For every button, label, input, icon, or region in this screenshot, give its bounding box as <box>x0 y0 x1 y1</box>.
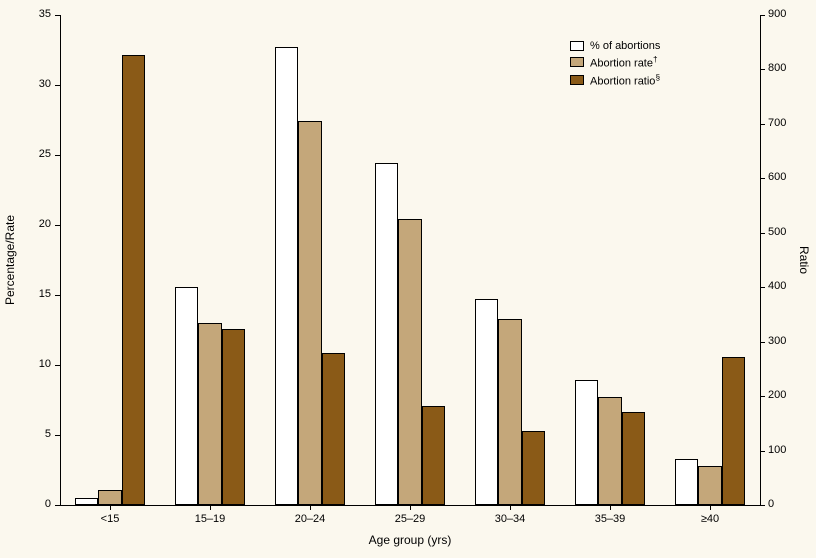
legend-label: % of abortions <box>590 40 660 52</box>
y-right-tick-label: 0 <box>768 498 798 510</box>
y-right-tick-label: 500 <box>768 226 798 238</box>
bar-abortion_ratio <box>422 406 445 505</box>
y-left-tick-label: 25 <box>21 148 51 160</box>
y-right-axis-title: Ratio <box>797 246 811 274</box>
bar-abortion_rate <box>198 323 221 505</box>
y-left-tick-label: 35 <box>21 8 51 20</box>
legend-swatch <box>570 41 584 51</box>
bar-abortion_ratio <box>222 329 245 505</box>
y-right-tick-label: 400 <box>768 280 798 292</box>
legend-item-abortion_rate: Abortion rate† <box>570 55 660 70</box>
bar-pct_abortions <box>75 498 98 505</box>
y-right-tick-label: 900 <box>768 8 798 20</box>
y-right-tick-label: 600 <box>768 171 798 183</box>
x-tick-label: ≥40 <box>701 513 719 525</box>
y-left-tick-label: 5 <box>21 428 51 440</box>
bar-abortion_rate <box>498 319 521 505</box>
y-left-tick-label: 20 <box>21 218 51 230</box>
y-left-tick-label: 0 <box>21 498 51 510</box>
legend-item-abortion_ratio: Abortion ratio§ <box>570 73 660 88</box>
bar-pct_abortions <box>275 47 298 505</box>
bar-pct_abortions <box>475 299 498 505</box>
legend: % of abortions Abortion rate† Abortion rat… <box>570 40 660 90</box>
bar-pct_abortions <box>375 163 398 505</box>
y-right-tick-label: 700 <box>768 117 798 129</box>
bar-abortion_rate <box>398 219 421 505</box>
y-left-tick-label: 10 <box>21 358 51 370</box>
x-tick-label: 35–39 <box>595 513 626 525</box>
bar-pct_abortions <box>175 287 198 505</box>
x-tick-label: 30–34 <box>495 513 526 525</box>
legend-item-pct_abortions: % of abortions <box>570 40 660 52</box>
y-right-tick-label: 300 <box>768 335 798 347</box>
y-right-tick-label: 200 <box>768 389 798 401</box>
x-tick-label: <15 <box>101 513 120 525</box>
y-right-tick-label: 800 <box>768 62 798 74</box>
bar-abortion_rate <box>598 397 621 505</box>
bar-abortion_ratio <box>122 55 145 505</box>
x-tick-label: 25–29 <box>395 513 426 525</box>
x-tick-label: 20–24 <box>295 513 326 525</box>
bar-abortion_ratio <box>522 431 545 505</box>
bar-abortion_ratio <box>322 353 345 505</box>
bar-abortion_rate <box>298 121 321 505</box>
bar-abortion_ratio <box>622 412 645 505</box>
bar-pct_abortions <box>575 380 598 505</box>
y-right-tick-label: 100 <box>768 444 798 456</box>
y-right-axis-line <box>760 15 761 505</box>
x-axis-title: Age group (yrs) <box>369 533 452 547</box>
legend-label: Abortion ratio§ <box>590 73 660 88</box>
bar-abortion_rate <box>98 490 121 505</box>
y-left-tick-label: 15 <box>21 288 51 300</box>
bar-pct_abortions <box>675 459 698 505</box>
y-left-axis-line <box>60 15 61 505</box>
y-left-axis-title: Percentage/Rate <box>3 215 17 305</box>
bar-abortion_ratio <box>722 357 745 505</box>
y-left-tick-label: 30 <box>21 78 51 90</box>
legend-label: Abortion rate† <box>590 55 658 70</box>
legend-swatch <box>570 57 584 67</box>
chart-container: 0 5 10 15 20 25 30 35 0 100 200 300 400 500 600 700 800 9… <box>0 0 816 558</box>
bar-abortion_rate <box>698 466 721 505</box>
x-tick-label: 15–19 <box>195 513 226 525</box>
legend-swatch <box>570 75 584 85</box>
